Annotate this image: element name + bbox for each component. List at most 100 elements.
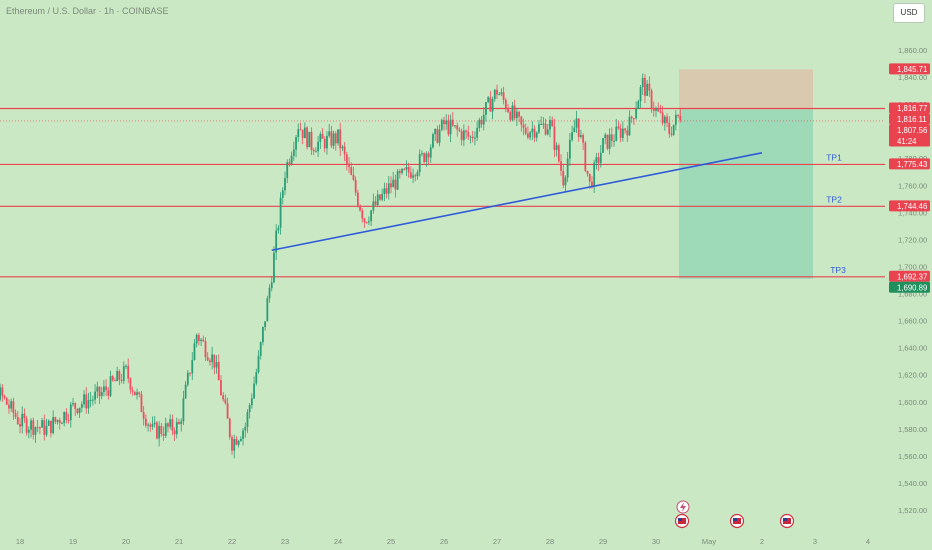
candle-body — [529, 132, 532, 138]
candle-body — [312, 149, 315, 152]
candle-body — [628, 116, 631, 136]
candle-body — [111, 376, 114, 381]
candle-body — [242, 430, 244, 439]
candle-body — [213, 354, 216, 368]
time-axis[interactable]: 18 19 20 21 22 23 24 25 26 27 28 29 30 May 2 3 4 — [16, 537, 870, 546]
candle-body — [83, 394, 85, 405]
candle-body — [250, 398, 253, 406]
candle-body — [215, 361, 218, 368]
candle-body — [511, 105, 514, 120]
candle-body — [237, 440, 240, 445]
price-tag-level — [889, 158, 930, 170]
candle-body — [306, 127, 308, 148]
candle-body — [156, 422, 158, 439]
candle-body — [0, 387, 2, 400]
candle-body — [290, 155, 293, 164]
candle-body — [91, 399, 94, 401]
candle-body — [474, 137, 476, 139]
candle-body — [385, 188, 388, 194]
candle-body — [109, 376, 112, 396]
candle-body — [164, 423, 167, 436]
price-tag-current — [889, 124, 930, 147]
candle-body — [546, 129, 549, 135]
price-tick-label: 1,520.00 — [898, 506, 927, 515]
candle-body — [652, 108, 655, 111]
candle-body — [352, 174, 355, 180]
candle-body — [527, 133, 529, 138]
candle-body — [412, 175, 414, 178]
candle-body — [38, 427, 41, 429]
horizontal-levels[interactable] — [0, 107, 885, 278]
candle-body — [255, 372, 258, 384]
candle-body — [432, 134, 434, 148]
candle-body — [368, 221, 370, 223]
candle-body — [467, 132, 470, 137]
price-tag-stop — [889, 63, 930, 75]
candle-body — [204, 341, 207, 358]
candle-body — [498, 94, 501, 96]
candle-body — [639, 87, 642, 102]
candle-body — [372, 201, 375, 211]
candle-body — [23, 413, 26, 419]
candle-body — [248, 405, 251, 413]
candle-body — [635, 108, 638, 119]
candle-body — [160, 425, 163, 434]
candle-body — [233, 439, 236, 451]
candle-body — [383, 188, 386, 194]
candle-body — [279, 197, 282, 228]
candle-body — [394, 179, 397, 190]
candle-body — [560, 161, 562, 171]
candle-body — [396, 171, 399, 190]
candle-body — [465, 130, 467, 133]
candle-body — [125, 365, 127, 367]
candle-body — [235, 439, 238, 445]
candle-body — [103, 386, 105, 393]
candle-body — [80, 404, 83, 408]
candle-body — [3, 395, 6, 398]
candle-body — [317, 141, 320, 152]
candle-body — [12, 401, 15, 414]
candle-body — [47, 420, 50, 426]
candle-body — [549, 119, 551, 130]
candle-body — [387, 183, 390, 194]
trendline-group[interactable] — [271, 152, 763, 252]
candle-body — [414, 175, 417, 177]
price-tick-label: 1,580.00 — [898, 425, 927, 434]
time-tick-label: 21 — [175, 537, 183, 546]
candle-body — [147, 424, 149, 426]
price-tick-label: 1,560.00 — [898, 452, 927, 461]
candle-body — [21, 413, 24, 427]
candle-body — [5, 397, 8, 405]
candle-body — [266, 298, 269, 322]
candle-body — [286, 162, 289, 179]
candle-body — [184, 384, 187, 399]
candle-body — [226, 403, 229, 419]
candle-body — [133, 391, 136, 396]
candle-body — [619, 128, 622, 138]
flag-canton — [733, 518, 737, 521]
candle-body — [480, 119, 483, 125]
time-tick-label: 25 — [387, 537, 395, 546]
candle-body — [520, 116, 523, 125]
candle-body — [582, 135, 585, 143]
time-tick-label: 18 — [16, 537, 24, 546]
candle-body — [416, 172, 419, 177]
candle-body — [273, 252, 275, 283]
candle-body — [564, 177, 567, 186]
economic-events[interactable] — [674, 500, 795, 529]
candle-body — [418, 154, 421, 173]
candle-body — [597, 157, 600, 163]
candle-body — [586, 170, 589, 174]
currency-button[interactable]: USD — [893, 3, 925, 23]
price-tick-label: 1,860.00 — [898, 46, 927, 55]
price-tag-value: 1,845.71 — [897, 65, 927, 74]
candle-body — [85, 394, 88, 409]
candle-body — [268, 287, 271, 299]
candle-body — [27, 429, 30, 433]
candle-body — [246, 412, 249, 427]
candle-body — [105, 386, 108, 391]
candle-body — [142, 411, 145, 419]
candle-body — [533, 128, 536, 138]
candle-body — [522, 124, 525, 128]
